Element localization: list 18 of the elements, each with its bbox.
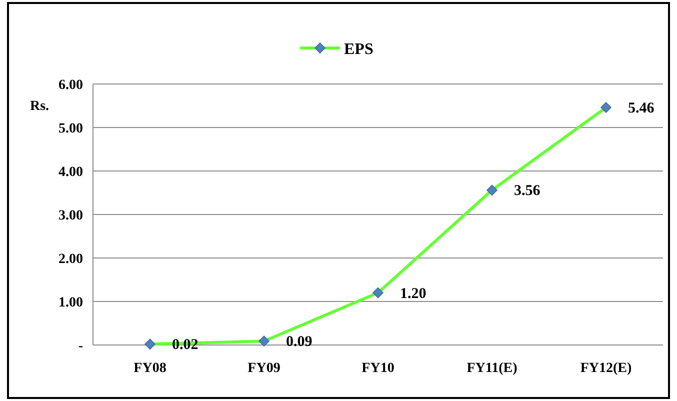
legend-label: EPS <box>344 41 374 58</box>
x-tick-label: FY11(E) <box>466 361 518 376</box>
y-axis-title: Rs. <box>30 99 50 114</box>
data-label: 0.09 <box>286 334 312 350</box>
y-tick-label: 5.00 <box>58 122 83 136</box>
data-label: 1.20 <box>400 286 426 302</box>
data-label: 3.56 <box>514 183 541 200</box>
y-tick-label: 1.00 <box>58 296 83 310</box>
x-tick-label: FY08 <box>134 361 166 376</box>
data-label: 5.46 <box>628 100 655 116</box>
x-tick-label: FY09 <box>248 361 280 376</box>
y-tick-label: 3.00 <box>58 208 83 224</box>
y-tick-label: 6.00 <box>58 78 83 93</box>
x-tick-label: FY12(E) <box>580 361 632 376</box>
x-tick-label: FY10 <box>362 361 394 376</box>
y-tick-label: 4.00 <box>58 165 83 180</box>
y-tick-label: - <box>78 339 84 354</box>
y-tick-label: 2.00 <box>58 252 83 267</box>
